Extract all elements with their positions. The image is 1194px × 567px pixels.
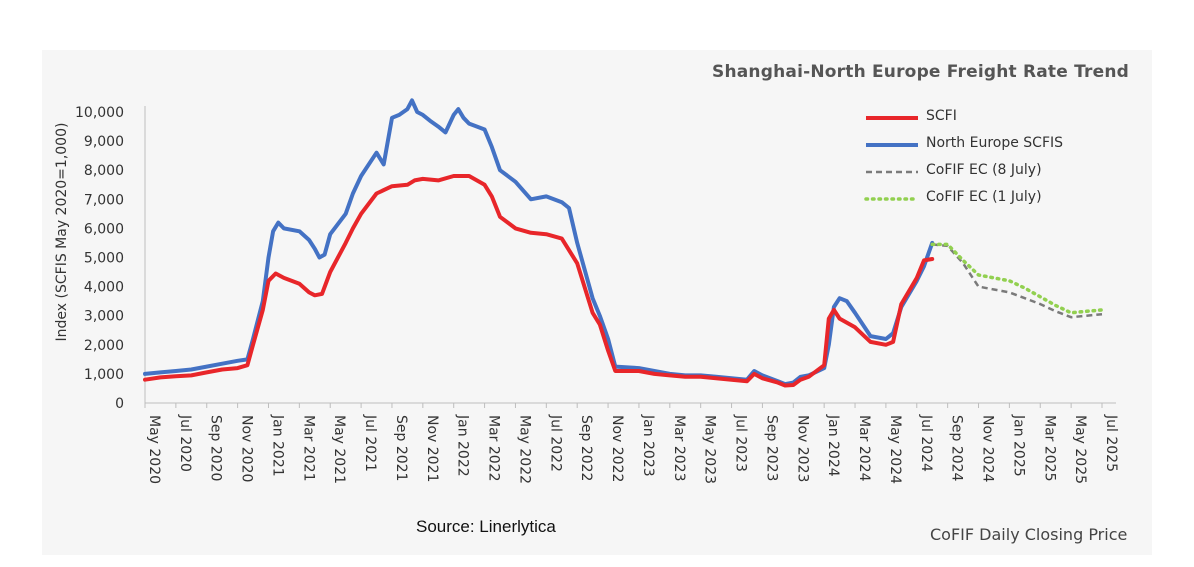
x-tick-label: Jul 2020 xyxy=(177,414,193,472)
chart-axes: 0 1,000 2,000 3,000 4,000 5,000 6,000 7,000 8,00… xyxy=(75,105,1119,484)
x-tick-label: Sep 2024 xyxy=(949,415,965,482)
x-tick-label: Nov 2021 xyxy=(424,415,440,482)
x-tick-label: Sep 2020 xyxy=(208,415,224,481)
chart-panel xyxy=(42,50,1152,555)
y-tick-label: 10,000 xyxy=(75,105,124,121)
x-tick-label: May 2022 xyxy=(516,415,532,484)
x-tick-label: Sep 2022 xyxy=(578,415,594,481)
source-note: Source: Linerlytica xyxy=(416,517,556,536)
legend-label-north-europe-scfis: North Europe SCFIS xyxy=(926,135,1064,151)
x-tick-label: May 2024 xyxy=(887,415,903,484)
x-tick-label: Jul 2021 xyxy=(362,414,378,472)
x-tick-label: May 2021 xyxy=(331,415,347,484)
legend-item-scfi: SCFI xyxy=(864,108,1124,128)
legend-label-cofif-1-july: CoFIF EC (1 July) xyxy=(926,189,1042,205)
x-tick-label: May 2025 xyxy=(1072,415,1088,484)
chart-title: Shanghai-North Europe Freight Rate Trend xyxy=(712,62,1130,82)
y-tick-label: 4,000 xyxy=(84,280,124,296)
legend-label-cofif-8-july: CoFIF EC (8 July) xyxy=(926,162,1042,178)
series-north-europe-scfis-line xyxy=(143,98,935,387)
x-tick-label: Jan 2023 xyxy=(640,414,656,477)
x-tick-label: Jul 2022 xyxy=(547,414,563,472)
legend-label-scfi: SCFI xyxy=(926,108,957,124)
x-tick-label: Jan 2021 xyxy=(269,414,285,477)
y-tick-label: 6,000 xyxy=(84,221,124,237)
x-tick-label: Sep 2023 xyxy=(763,415,779,481)
x-tick-label: Jul 2024 xyxy=(918,414,934,472)
y-tick-label: 1,000 xyxy=(84,367,124,383)
x-tick-label: Mar 2021 xyxy=(300,415,316,482)
y-tick-label: 9,000 xyxy=(84,134,124,150)
x-tick-label: Mar 2022 xyxy=(486,415,502,482)
series-cofif-1-july-line xyxy=(930,242,1104,315)
x-tick-label: Nov 2022 xyxy=(609,415,625,482)
series-scfi-line xyxy=(143,174,935,388)
y-tick-label: 5,000 xyxy=(84,251,124,267)
series-layer xyxy=(143,98,1104,388)
x-tick-label: Mar 2025 xyxy=(1041,415,1057,482)
y-tick-label: 3,000 xyxy=(84,309,124,325)
x-tick-label: Nov 2024 xyxy=(980,415,996,482)
x-tick-label: Sep 2021 xyxy=(393,415,409,481)
x-tick-label: Jul 2023 xyxy=(733,414,749,472)
x-tick-label: Jan 2025 xyxy=(1010,414,1026,477)
cofif-note: CoFIF Daily Closing Price xyxy=(930,525,1128,544)
x-tick-label: Jan 2024 xyxy=(825,414,841,477)
y-tick-label: 7,000 xyxy=(84,192,124,208)
x-tick-label: Nov 2023 xyxy=(794,415,810,482)
x-tick-label: Jan 2022 xyxy=(455,414,471,477)
legend-item-cofif-8-july: CoFIF EC (8 July) xyxy=(864,162,1124,182)
legend-item-cofif-1-july: CoFIF EC (1 July) xyxy=(864,189,1124,209)
legend-item-north-europe-scfis: North Europe SCFIS xyxy=(864,135,1124,155)
y-tick-label: 0 xyxy=(115,396,124,412)
x-tick-label: Mar 2024 xyxy=(856,415,872,482)
series-cofif-8-july-line xyxy=(932,243,1103,319)
y-tick-label: 8,000 xyxy=(84,163,124,179)
x-tick-label: Jul 2025 xyxy=(1103,414,1119,472)
x-tick-label: Nov 2020 xyxy=(239,415,255,482)
x-tick-label: Mar 2023 xyxy=(671,415,687,482)
y-tick-label: 2,000 xyxy=(84,338,124,354)
x-tick-label: May 2023 xyxy=(702,415,718,484)
x-tick-label: May 2020 xyxy=(146,415,162,484)
